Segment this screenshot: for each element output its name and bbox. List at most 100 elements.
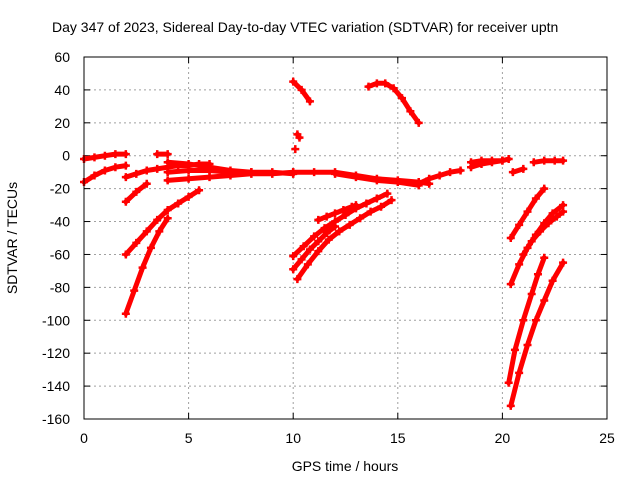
y-tick-label: 0 [62, 148, 70, 164]
data-point [299, 242, 308, 251]
x-tick-label: 25 [599, 430, 615, 446]
data-point [291, 145, 300, 154]
data-point [519, 250, 528, 259]
data-point [163, 176, 172, 185]
data-point [508, 168, 517, 177]
data-point [477, 156, 486, 165]
y-tick-label: -80 [50, 279, 70, 295]
data-point [130, 286, 139, 295]
data-point [504, 378, 513, 387]
data-point [351, 173, 360, 182]
data-point [559, 207, 568, 216]
data-point [184, 174, 193, 183]
data-point [163, 168, 172, 177]
data-arc [290, 191, 390, 259]
data-point [531, 194, 540, 203]
data-point [515, 220, 524, 229]
series-arc-14 [289, 77, 314, 106]
data-point [456, 166, 465, 175]
data-point [339, 206, 348, 215]
data-point [540, 184, 549, 193]
data-point [100, 151, 109, 160]
series-arc-25 [529, 156, 568, 167]
data-point [289, 265, 298, 274]
data-point [121, 309, 130, 318]
data-point [540, 253, 549, 262]
data-point [310, 168, 319, 177]
data-point [305, 245, 314, 254]
series-arc-04 [121, 179, 151, 206]
y-tick-label: -40 [50, 214, 70, 230]
data-point [341, 210, 350, 219]
y-axis-title: SDTVAR / TECUs [4, 182, 20, 294]
data-point [335, 227, 344, 236]
data-point [295, 133, 304, 142]
data-point [540, 296, 549, 305]
data-point [314, 237, 323, 246]
data-point [314, 247, 323, 256]
data-point [142, 227, 151, 236]
data-point [559, 258, 568, 267]
series-arc-18 [289, 189, 392, 261]
data-point [527, 289, 536, 298]
y-tick-label: 20 [54, 115, 70, 131]
data-point [446, 168, 455, 177]
series-arc-07 [153, 150, 172, 159]
data-point [153, 150, 162, 159]
data-point [146, 243, 155, 252]
series-arc-13 [414, 166, 465, 188]
data-point [552, 212, 561, 221]
data-point [320, 224, 329, 233]
x-tick-label: 10 [285, 430, 301, 446]
series-arc-05 [121, 186, 204, 259]
data-point [364, 82, 373, 91]
x-axis-title: GPS time / hours [292, 458, 399, 474]
data-point [314, 215, 323, 224]
data-point [523, 340, 532, 349]
data-point [387, 196, 396, 205]
data-point [184, 166, 193, 175]
data-point [414, 118, 423, 127]
series-arc-21 [314, 201, 360, 224]
data-point [310, 232, 319, 241]
data-point [372, 176, 381, 185]
data-point [142, 179, 151, 188]
data-point [111, 150, 120, 159]
data-point [303, 260, 312, 269]
data-point [322, 229, 331, 238]
data-point [153, 164, 162, 173]
series-arc-23 [467, 156, 507, 167]
data-point [519, 316, 528, 325]
chart-title: Day 347 of 2023, Sidereal Day-to-day VTE… [52, 19, 558, 35]
data-point [523, 207, 532, 216]
data-point [121, 197, 130, 206]
x-tick-label: 5 [185, 430, 193, 446]
data-point [289, 252, 298, 261]
data-point [100, 166, 109, 175]
data-point [515, 368, 524, 377]
data-point [510, 345, 519, 354]
data-point [289, 77, 298, 86]
data-point [121, 173, 130, 182]
data-point [383, 189, 392, 198]
data-point [506, 234, 515, 242]
x-tick-label: 15 [390, 430, 406, 446]
y-tick-label: -140 [42, 378, 70, 394]
y-tick-label: -120 [42, 345, 70, 361]
series-arc-17 [364, 79, 423, 127]
data-point [153, 215, 162, 224]
data-point [393, 178, 402, 187]
data-point [297, 255, 306, 264]
data-point [406, 107, 415, 116]
data-point [487, 156, 496, 165]
data-point [425, 174, 434, 183]
series-arc-28 [519, 207, 568, 259]
data-arc [531, 158, 566, 165]
series-arc-10 [163, 166, 256, 177]
x-tick-labels: 0 5 10 15 20 25 [80, 430, 615, 446]
data-point [324, 235, 333, 244]
y-tick-label: -100 [42, 312, 70, 328]
data-point [331, 222, 340, 231]
x-tick-label: 0 [80, 430, 88, 446]
